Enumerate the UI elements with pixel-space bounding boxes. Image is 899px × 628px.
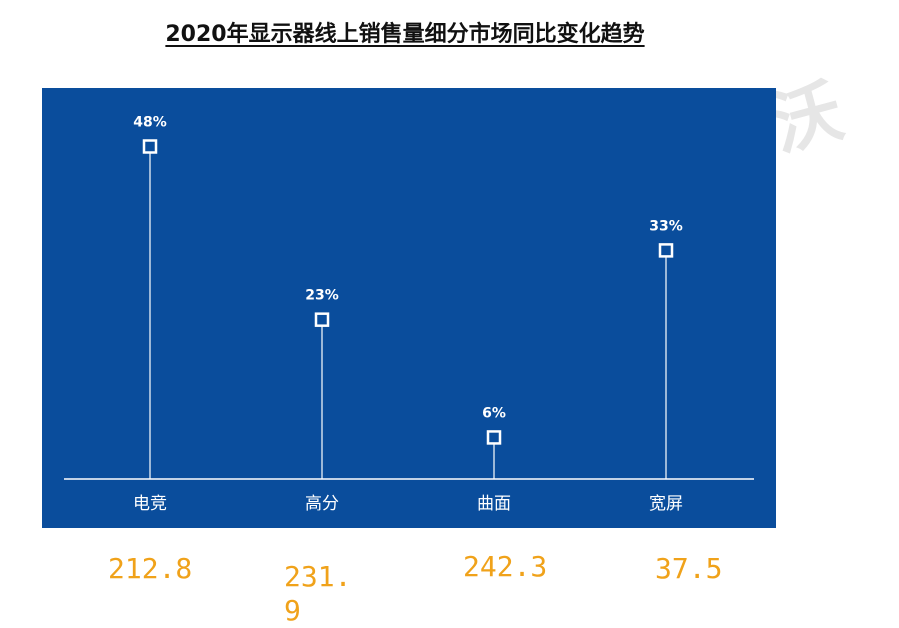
data-label-gaming: 48% [133,114,167,130]
volume-label-gaming: 212.8 [108,552,193,585]
volume-label-high-res: 231.9 [284,560,352,627]
data-label-curved: 6% [482,405,506,421]
marker-gaming [142,139,158,154]
data-label-wide: 33% [649,218,683,234]
volume-label-wide: 37.5 [655,552,723,585]
data-label-high-res: 23% [305,288,339,304]
volume-label-curved: 242.3 [463,550,548,583]
marker-curved [486,430,502,445]
chart-title: 2020年显示器线上销售量细分市场同比变化趋势 [165,22,645,47]
marker-high-res [314,312,330,327]
category-label-high-res: 高分 [305,494,339,514]
chart-panel: 48% 电竞 23% 高分 6% 曲面 33% 宽屏 [42,88,776,528]
category-label-curved: 曲面 [477,494,511,514]
chart-svg: 48% 电竞 23% 高分 6% 曲面 33% 宽屏 [64,114,754,514]
marker-wide [658,243,674,258]
category-label-wide: 宽屏 [649,494,683,514]
category-label-gaming: 电竞 [133,494,167,514]
